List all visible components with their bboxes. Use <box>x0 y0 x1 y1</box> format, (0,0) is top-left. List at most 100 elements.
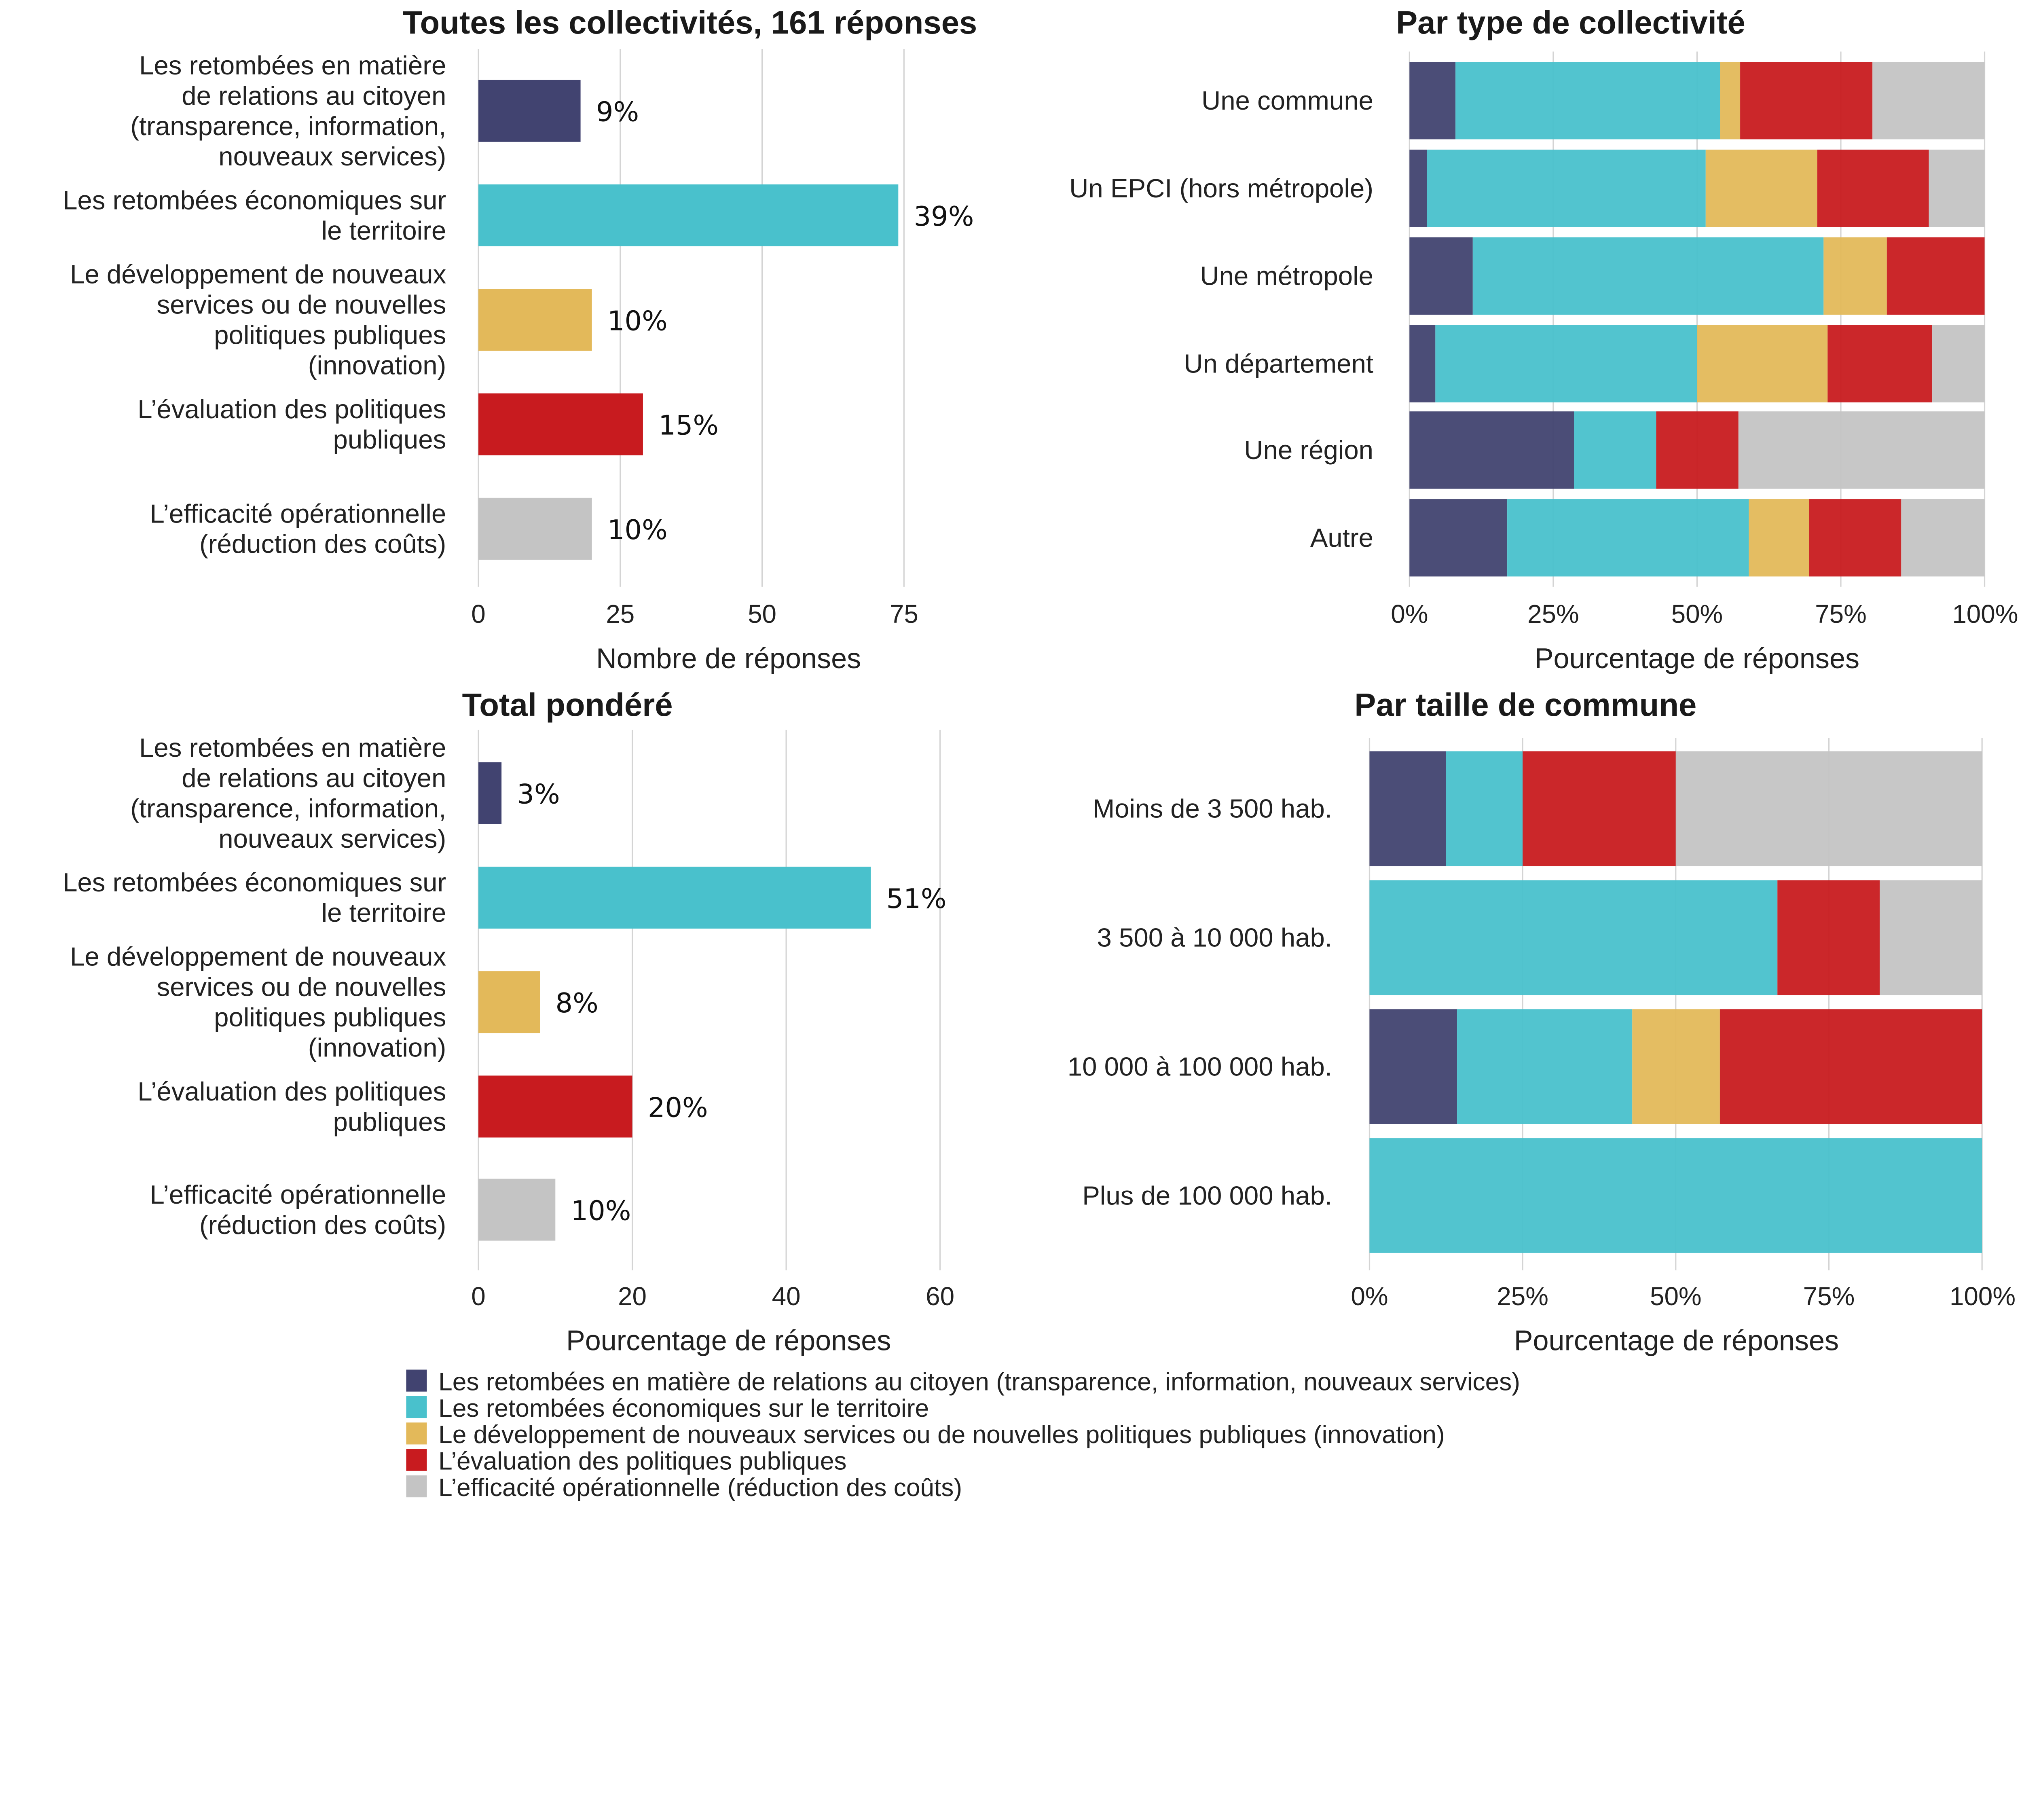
category-label-line: Moins de 3 500 hab. <box>1093 794 1332 823</box>
bar-segment-evaluation <box>1827 325 1933 402</box>
bar-efficacite <box>478 1179 556 1241</box>
bar-segment-economie <box>1369 1138 1982 1253</box>
bar-segment-citoyen <box>1409 499 1508 577</box>
category-label-line: de relations au citoyen <box>182 763 446 793</box>
category-label: Les retombées économiques sur le territoi… <box>63 185 446 245</box>
legend-label: L’évaluation des politiques publiques <box>438 1448 846 1475</box>
legend-swatch-innovation <box>406 1422 427 1445</box>
x-tick-label: 25 <box>606 599 635 629</box>
category-label-line: services ou de nouvelles <box>157 290 446 320</box>
category-label: Une commune <box>1201 86 1373 115</box>
category-label-line: politiques publiques <box>214 320 446 350</box>
x-tick-label: 25% <box>1497 1282 1548 1311</box>
panel-3: Total pondéré 0 20 40 60 Pourcentage de répon… <box>63 687 954 1357</box>
legend-swatch-economie <box>406 1396 427 1418</box>
category-label: Un département <box>1184 349 1373 379</box>
panel-4: Par taille de commune 0% 25% 50% 75% 100% Pour… <box>1068 687 2016 1357</box>
bar-segment-evaluation <box>1656 411 1739 489</box>
x-axis-label: Pourcentage de réponses <box>1535 642 1859 674</box>
bar-segment-evaluation <box>1887 237 1985 315</box>
bar-segment-innovation <box>1823 237 1887 315</box>
x-axis-label: Pourcentage de réponses <box>566 1325 891 1357</box>
category-label: Les retombées économiques sur le territoi… <box>63 868 446 927</box>
category-label-line: (transparence, information, <box>130 111 446 141</box>
category-label-line: Le développement de nouveaux <box>70 260 446 289</box>
category-label-line: le territoire <box>321 898 446 927</box>
data-label: 10% <box>571 1195 631 1227</box>
category-label: Le développement de nouveaux services ou … <box>70 260 446 380</box>
bar-segment-evaluation <box>1809 499 1901 577</box>
legend-label: L’efficacité opérationnelle (réduction d… <box>438 1474 962 1502</box>
bar-segment-efficacite <box>1738 411 1985 489</box>
panel-title: Par taille de commune <box>1354 687 1696 723</box>
bar-segment-efficacite <box>1901 499 1985 577</box>
bar-segment-economie <box>1446 751 1523 866</box>
category-label-line: (réduction des coûts) <box>199 529 446 559</box>
panel-title: Par type de collectivité <box>1396 4 1745 40</box>
x-tick-label: 75 <box>890 599 918 629</box>
bar-segment-evaluation <box>1740 62 1873 140</box>
legend-label: Les retombées économiques sur le territo… <box>438 1395 929 1422</box>
category-label-line: Un EPCI (hors métropole) <box>1069 174 1373 203</box>
x-tick-label: 50 <box>748 599 776 629</box>
category-label-line: L’évaluation des politiques <box>137 1077 446 1106</box>
data-label: 3% <box>517 779 560 810</box>
category-label-line: L’évaluation des politiques <box>137 394 446 424</box>
category-label: Le développement de nouveaux services ou … <box>70 942 446 1062</box>
legend-swatch-evaluation <box>406 1449 427 1471</box>
category-label-line: Les retombées en matière <box>139 51 446 80</box>
category-label: Moins de 3 500 hab. <box>1093 794 1332 823</box>
bar-segment-efficacite <box>1880 880 1982 995</box>
x-tick-label: 50% <box>1671 599 1723 629</box>
category-label-line: (réduction des coûts) <box>199 1210 446 1240</box>
category-label-line: Un département <box>1184 349 1373 379</box>
data-label: 8% <box>556 987 599 1019</box>
bar-segment-economie <box>1369 880 1778 995</box>
category-label: Autre <box>1310 523 1373 552</box>
data-label: 10% <box>607 514 668 546</box>
legend-label: Le développement de nouveaux services ou… <box>438 1421 1445 1449</box>
panel-1: Toutes les collectivités, 161 réponses 0 2… <box>63 4 977 674</box>
category-label-line: Plus de 100 000 hab. <box>1082 1181 1332 1210</box>
bar-segment-economie <box>1457 1009 1633 1124</box>
category-label-line: L’efficacité opérationnelle <box>150 499 446 528</box>
data-label: 39% <box>914 201 974 232</box>
category-label: Les retombées en matière de relations au … <box>130 51 446 171</box>
data-label: 20% <box>648 1092 708 1123</box>
x-axis-label: Nombre de réponses <box>596 642 861 674</box>
category-label: Les retombées en matière de relations au … <box>130 733 446 853</box>
x-tick-label: 100% <box>1950 1282 2016 1311</box>
bar-segment-citoyen <box>1369 751 1446 866</box>
legend-label: Les retombées en matière de relations au… <box>438 1368 1520 1396</box>
legend-swatch-citoyen <box>406 1369 427 1392</box>
bar-citoyen <box>478 80 581 142</box>
bar-evaluation <box>478 1075 632 1138</box>
bar-innovation <box>478 971 540 1033</box>
category-label-line: publiques <box>333 1107 446 1136</box>
bar-evaluation <box>478 393 643 455</box>
category-label-line: services ou de nouvelles <box>157 972 446 1002</box>
bar-segment-innovation <box>1697 325 1828 402</box>
x-tick-label: 0% <box>1351 1282 1388 1311</box>
category-label: 10 000 à 100 000 hab. <box>1068 1052 1332 1081</box>
category-label-line: Une métropole <box>1200 261 1373 291</box>
bar-segment-citoyen <box>1409 237 1473 315</box>
bar-segment-economie <box>1472 237 1824 315</box>
category-label-line: Autre <box>1310 523 1373 552</box>
bar-economie <box>478 866 871 929</box>
chart-figure: Toutes les collectivités, 161 réponses 0 2… <box>63 4 2018 1502</box>
x-tick-label: 0 <box>471 1282 485 1311</box>
bar-segment-innovation <box>1705 149 1817 227</box>
data-label: 15% <box>658 410 719 441</box>
legend: Les retombées en matière de relations au… <box>406 1368 1520 1502</box>
category-label-line: le territoire <box>321 216 446 245</box>
category-label-line: 3 500 à 10 000 hab. <box>1097 923 1332 952</box>
x-tick-label: 60 <box>926 1282 954 1311</box>
category-label-line: 10 000 à 100 000 hab. <box>1068 1052 1332 1081</box>
category-label-line: L’efficacité opérationnelle <box>150 1180 446 1209</box>
legend-swatch-efficacite <box>406 1475 427 1498</box>
x-tick-label: 40 <box>772 1282 801 1311</box>
bar-segment-economie <box>1507 499 1749 577</box>
x-axis-label: Pourcentage de réponses <box>1514 1325 1839 1357</box>
bar-innovation <box>478 289 592 351</box>
